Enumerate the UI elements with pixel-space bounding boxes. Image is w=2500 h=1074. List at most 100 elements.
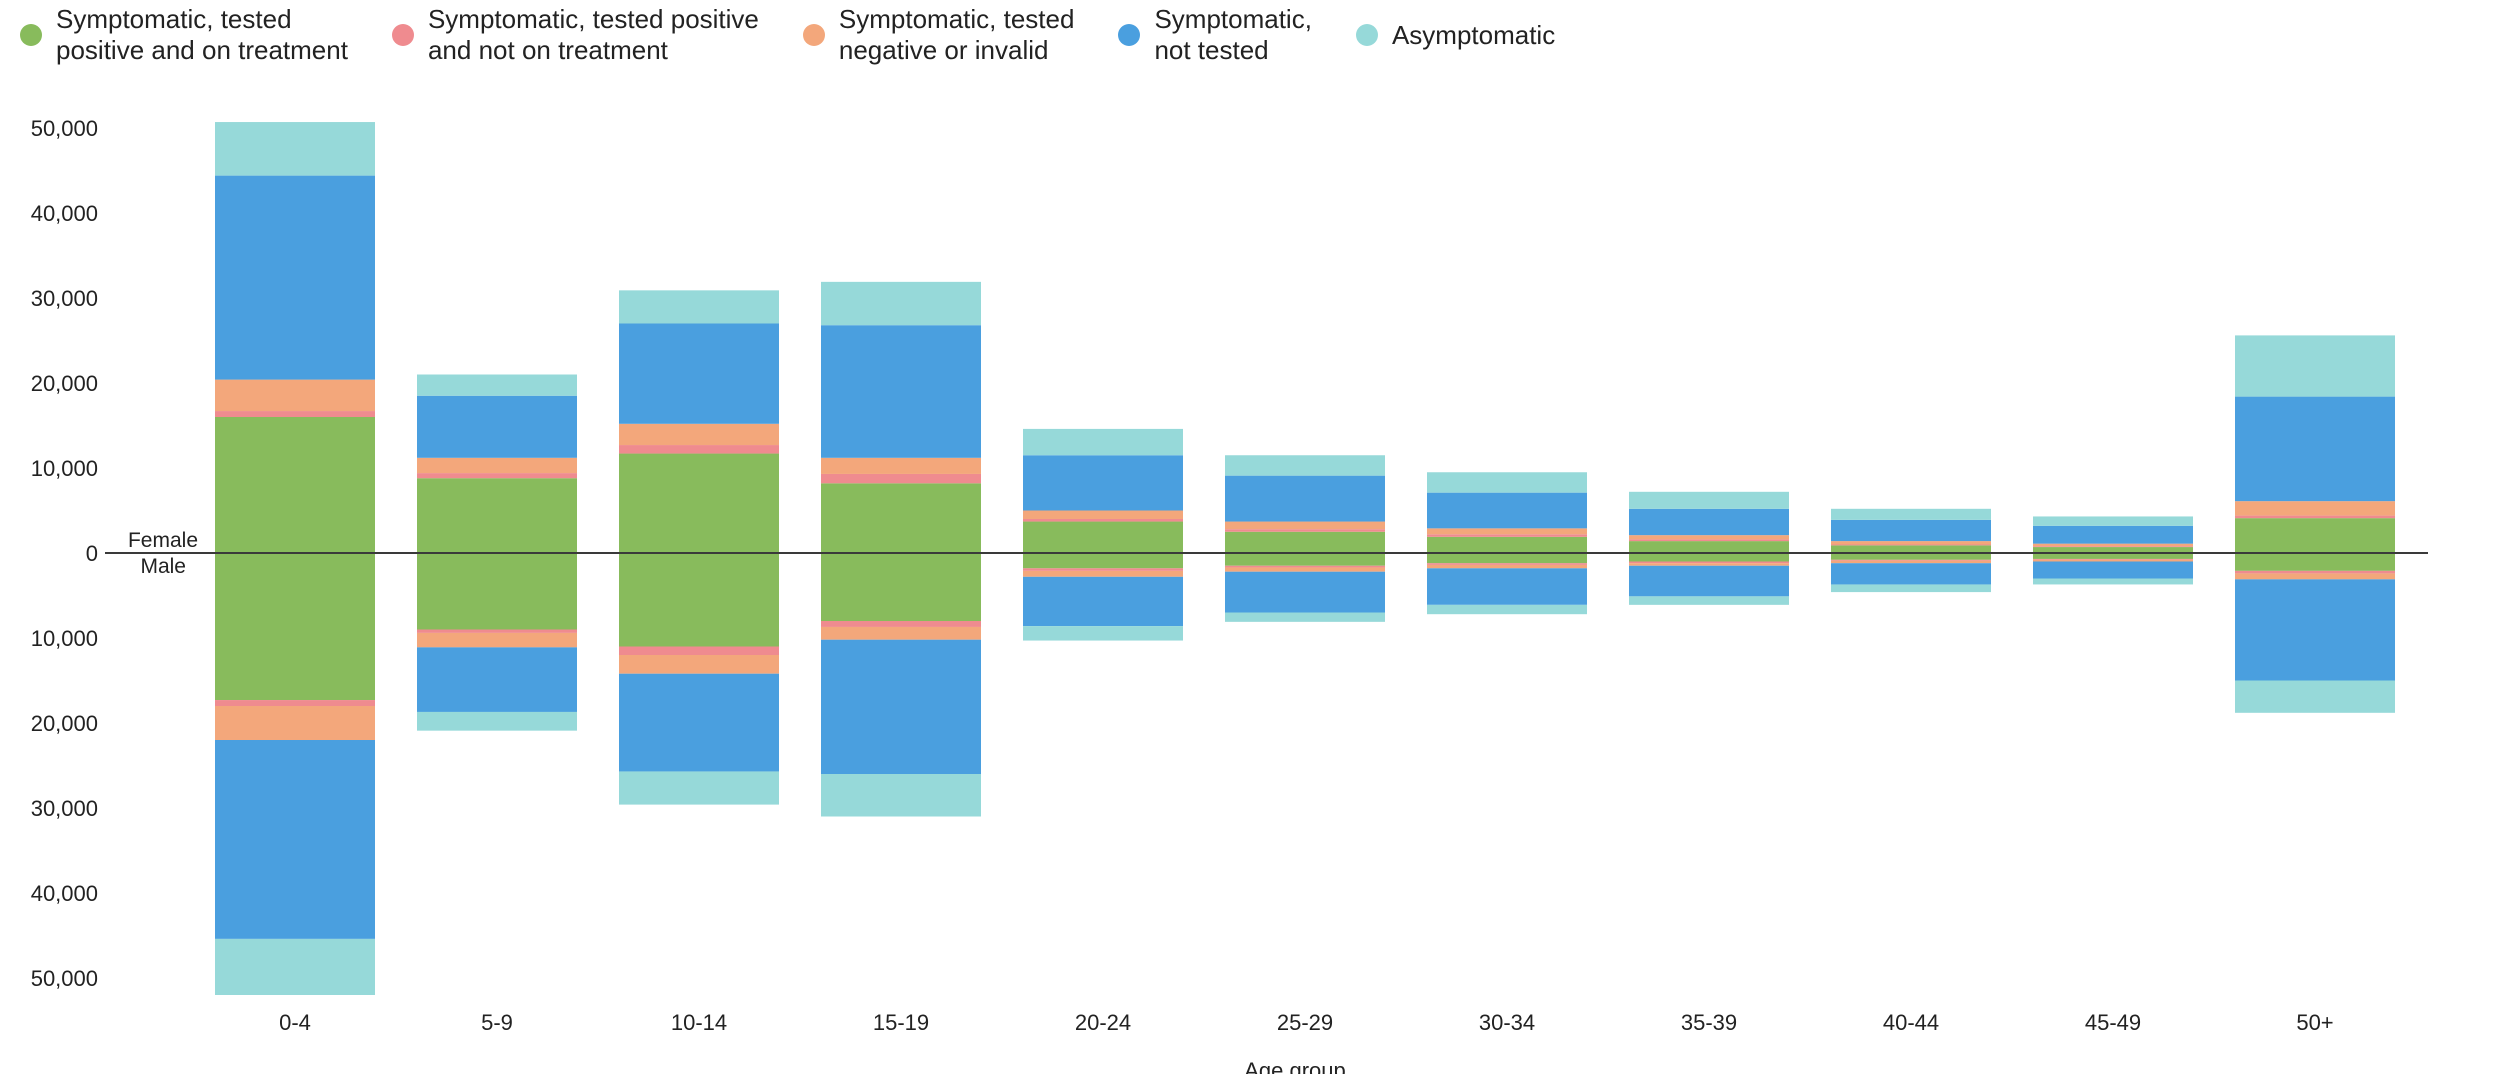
bar-segment-male[interactable] xyxy=(2235,579,2395,681)
bar-segment-female[interactable] xyxy=(2235,501,2395,516)
bar-segment-male[interactable] xyxy=(2033,558,2193,560)
bar-segment-male[interactable] xyxy=(417,629,577,633)
bar-segment-female[interactable] xyxy=(215,417,375,553)
bar-segment-female[interactable] xyxy=(619,445,779,454)
bar-segment-female[interactable] xyxy=(2033,547,2193,553)
bar-segment-female[interactable] xyxy=(417,395,577,458)
bar-segment-male[interactable] xyxy=(1831,584,1991,593)
bar-segment-male[interactable] xyxy=(2033,578,2193,585)
legend-item[interactable]: Symptomatic, not tested xyxy=(1118,4,1312,66)
bar-segment-female[interactable] xyxy=(1427,534,1587,537)
bar-segment-male[interactable] xyxy=(2033,553,2193,559)
bar-segment-male[interactable] xyxy=(1023,626,1183,641)
bar-segment-female[interactable] xyxy=(2235,515,2395,519)
bar-segment-male[interactable] xyxy=(2033,561,2193,579)
bar-segment-male[interactable] xyxy=(1427,568,1587,605)
bar-segment-male[interactable] xyxy=(821,621,981,627)
bar-segment-female[interactable] xyxy=(1023,428,1183,456)
bar-segment-male[interactable] xyxy=(1629,561,1789,564)
bar-segment-female[interactable] xyxy=(1831,541,1991,545)
bar-segment-male[interactable] xyxy=(2033,559,2193,562)
legend-item[interactable]: Symptomatic, tested positive and on treat… xyxy=(20,4,348,66)
bar-segment-female[interactable] xyxy=(2033,543,2193,547)
bar-segment-female[interactable] xyxy=(215,122,375,176)
bar-segment-female[interactable] xyxy=(1023,519,1183,522)
bar-segment-female[interactable] xyxy=(2235,396,2395,502)
bar-segment-male[interactable] xyxy=(619,771,779,805)
bar-segment-male[interactable] xyxy=(215,740,375,939)
bar-segment-male[interactable] xyxy=(1225,553,1385,566)
bar-segment-male[interactable] xyxy=(1427,604,1587,615)
bar-segment-male[interactable] xyxy=(417,632,577,648)
bar-segment-male[interactable] xyxy=(1427,564,1587,569)
bar-segment-male[interactable] xyxy=(1427,563,1587,565)
bar-segment-female[interactable] xyxy=(1023,510,1183,520)
bar-segment-female[interactable] xyxy=(2235,518,2395,553)
bar-segment-male[interactable] xyxy=(821,626,981,640)
bar-segment-female[interactable] xyxy=(2033,546,2193,548)
bar-segment-female[interactable] xyxy=(1629,508,1789,536)
bar-segment-female[interactable] xyxy=(2033,525,2193,544)
bar-segment-female[interactable] xyxy=(1225,531,1385,553)
bar-segment-female[interactable] xyxy=(417,374,577,396)
bar-segment-male[interactable] xyxy=(1225,612,1385,622)
bar-segment-female[interactable] xyxy=(1225,521,1385,530)
bar-segment-female[interactable] xyxy=(1023,455,1183,511)
legend-item[interactable]: Symptomatic, tested positive and not on t… xyxy=(391,4,759,66)
bar-segment-female[interactable] xyxy=(1831,544,1991,546)
bar-segment-male[interactable] xyxy=(1831,559,1991,561)
bar-segment-male[interactable] xyxy=(1427,553,1587,564)
bar-segment-female[interactable] xyxy=(215,379,375,412)
bar-segment-male[interactable] xyxy=(821,639,981,774)
bar-segment-female[interactable] xyxy=(1225,475,1385,522)
bar-segment-male[interactable] xyxy=(619,673,779,772)
bar-segment-male[interactable] xyxy=(821,774,981,817)
bar-segment-male[interactable] xyxy=(2235,680,2395,713)
bar-segment-female[interactable] xyxy=(1629,539,1789,542)
bar-segment-male[interactable] xyxy=(1831,563,1991,585)
bar-segment-male[interactable] xyxy=(1023,576,1183,627)
bar-segment-male[interactable] xyxy=(619,553,779,647)
bar-segment-male[interactable] xyxy=(215,700,375,706)
bar-segment-female[interactable] xyxy=(215,411,375,417)
bar-segment-female[interactable] xyxy=(417,478,577,553)
bar-segment-male[interactable] xyxy=(215,938,375,995)
bar-segment-female[interactable] xyxy=(821,281,981,326)
bar-segment-female[interactable] xyxy=(1023,521,1183,553)
bar-segment-female[interactable] xyxy=(1427,472,1587,493)
bar-segment-male[interactable] xyxy=(1831,560,1991,564)
bar-segment-female[interactable] xyxy=(1427,492,1587,529)
bar-segment-female[interactable] xyxy=(1831,508,1991,520)
bar-segment-female[interactable] xyxy=(1629,535,1789,540)
bar-segment-male[interactable] xyxy=(1023,568,1183,571)
bar-segment-male[interactable] xyxy=(1629,596,1789,605)
bar-segment-male[interactable] xyxy=(215,553,375,701)
bar-segment-female[interactable] xyxy=(821,473,981,484)
bar-segment-male[interactable] xyxy=(1225,565,1385,568)
bar-segment-male[interactable] xyxy=(619,646,779,656)
bar-segment-male[interactable] xyxy=(215,706,375,740)
bar-segment-female[interactable] xyxy=(1831,519,1991,542)
bar-segment-female[interactable] xyxy=(1831,545,1991,553)
bar-segment-male[interactable] xyxy=(417,647,577,712)
bar-segment-male[interactable] xyxy=(2235,570,2395,574)
bar-segment-female[interactable] xyxy=(1225,455,1385,476)
bar-segment-male[interactable] xyxy=(1023,553,1183,569)
bar-segment-female[interactable] xyxy=(821,457,981,474)
bar-segment-male[interactable] xyxy=(821,553,981,621)
bar-segment-female[interactable] xyxy=(2235,335,2395,397)
bar-segment-female[interactable] xyxy=(1427,528,1587,535)
bar-segment-male[interactable] xyxy=(1225,567,1385,572)
bar-segment-female[interactable] xyxy=(619,323,779,424)
bar-segment-male[interactable] xyxy=(1023,570,1183,577)
bar-segment-female[interactable] xyxy=(619,290,779,324)
legend-item[interactable]: Symptomatic, tested negative or invalid xyxy=(802,4,1074,66)
bar-segment-male[interactable] xyxy=(1225,571,1385,613)
bar-segment-female[interactable] xyxy=(1225,529,1385,532)
bar-segment-male[interactable] xyxy=(2235,553,2395,571)
bar-segment-female[interactable] xyxy=(821,483,981,553)
bar-segment-male[interactable] xyxy=(1629,565,1789,597)
bar-segment-female[interactable] xyxy=(1427,536,1587,553)
bar-segment-female[interactable] xyxy=(2033,516,2193,526)
bar-segment-female[interactable] xyxy=(1629,491,1789,509)
